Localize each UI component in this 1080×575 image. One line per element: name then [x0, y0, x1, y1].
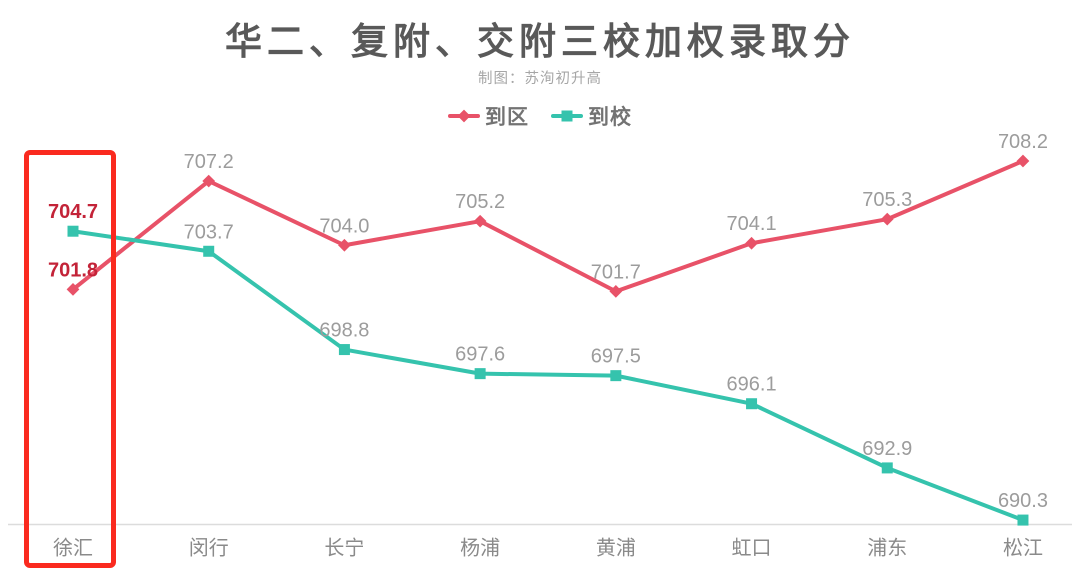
data-point-marker-square [1017, 514, 1029, 526]
chart-subtitle: 制图：苏洵初升高 [478, 71, 602, 87]
x-axis-label: 黄浦 [596, 536, 636, 559]
chart-legend: 到区 到校 [0, 101, 1080, 131]
data-point-marker-diamond [745, 236, 758, 250]
x-axis-label: 虹口 [732, 536, 772, 559]
data-point-label: 690.3 [998, 490, 1048, 512]
data-point-label: 705.3 [862, 189, 912, 211]
data-point-label: 696.1 [727, 374, 777, 396]
x-axis-label: 闵行 [189, 536, 229, 559]
legend-item-到校: 到校 [551, 101, 632, 131]
data-point-marker-square [881, 462, 893, 474]
data-point-label: 703.7 [184, 221, 234, 243]
data-point-marker-diamond [338, 238, 351, 252]
x-axis-label: 杨浦 [460, 536, 500, 559]
data-point-label: 707.2 [184, 151, 234, 173]
legend-square-swatch [551, 110, 583, 122]
data-point-label: 692.9 [862, 438, 912, 460]
data-point-marker-diamond [880, 212, 894, 226]
legend-label: 到区 [485, 106, 529, 129]
legend-diamond-swatch [448, 109, 480, 123]
x-axis-label: 徐汇 [53, 536, 93, 559]
data-point-label: 704.0 [319, 215, 369, 237]
data-point-marker-square [474, 368, 486, 380]
legend-item-到区: 到区 [448, 101, 529, 131]
data-point-label: 697.6 [455, 344, 505, 366]
data-point-marker-diamond [1016, 154, 1030, 168]
chart-title: 华二、复附、交附三校加权录取分 [225, 21, 855, 62]
data-point-marker-diamond [202, 174, 216, 188]
data-point-label: 705.2 [455, 191, 505, 213]
data-point-label: 698.8 [319, 320, 369, 342]
data-point-label: 704.1 [727, 213, 777, 235]
data-point-marker-square [610, 370, 622, 382]
legend-label: 到校 [588, 106, 632, 129]
data-point-marker-diamond [66, 283, 80, 296]
series-line-到区 [71, 159, 1025, 294]
data-point-label: 701.8 [48, 259, 98, 281]
data-point-label: 697.5 [591, 346, 641, 368]
data-point-marker-square [746, 398, 758, 410]
data-point-marker-square [338, 344, 350, 356]
x-axis-label: 浦东 [867, 536, 907, 559]
data-point-marker-square [203, 245, 215, 257]
data-point-label: 704.7 [48, 201, 98, 223]
x-axis-label: 松江 [1003, 536, 1043, 559]
series-line-到校 [71, 229, 1025, 523]
data-point-marker-square [67, 225, 79, 237]
data-point-label: 708.2 [998, 131, 1048, 153]
data-point-label: 701.7 [591, 261, 641, 283]
x-axis-label: 长宁 [324, 536, 364, 559]
data-point-marker-diamond [473, 214, 487, 228]
legend-marker-square-icon [561, 110, 573, 122]
